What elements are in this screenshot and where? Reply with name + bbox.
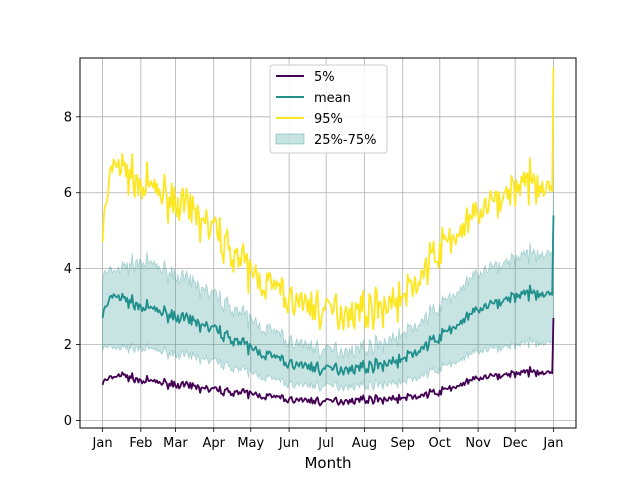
x-tick-label: Feb — [129, 436, 152, 451]
x-tick-label: Oct — [429, 436, 451, 451]
y-tick-label: 2 — [64, 338, 72, 353]
y-tick-label: 0 — [64, 414, 72, 429]
plot-area — [101, 67, 555, 407]
legend-label-mean: mean — [314, 91, 351, 106]
x-tick-label: Aug — [352, 436, 377, 451]
legend-label-band: 25%-75% — [314, 133, 376, 148]
x-tick-label: Jul — [317, 436, 334, 451]
legend-swatch-band — [275, 133, 305, 145]
y-axis: 0 2 4 6 8 — [64, 110, 80, 429]
x-tick-label: Jan — [542, 436, 563, 451]
x-tick-label: Jan — [92, 436, 113, 451]
legend: 5% mean 95% 25%-75% — [269, 64, 388, 154]
x-tick-label: Jun — [278, 436, 299, 451]
legend-label-5pct: 5% — [314, 70, 335, 85]
x-tick-label: Mar — [163, 436, 188, 451]
x-axis: Jan Feb Mar Apr May Jun Jul Aug Sep Oct Nov Dec Jan — [92, 428, 563, 451]
x-axis-title: Month — [304, 454, 351, 472]
legend-frame — [269, 64, 388, 154]
y-tick-label: 8 — [64, 110, 72, 125]
y-tick-label: 6 — [64, 186, 72, 201]
y-tick-label: 4 — [64, 262, 72, 277]
legend-label-95pct: 95% — [314, 112, 343, 127]
x-tick-label: Nov — [465, 436, 491, 451]
x-tick-label: May — [237, 436, 264, 451]
x-tick-label: Sep — [390, 436, 415, 451]
axes-frame — [79, 57, 577, 429]
series-line-95pct — [101, 67, 555, 331]
x-tick-label: Dec — [503, 436, 528, 451]
series-line-mean — [101, 215, 555, 376]
x-tick-label: Apr — [202, 436, 225, 451]
series-line-5pct — [101, 317, 555, 407]
